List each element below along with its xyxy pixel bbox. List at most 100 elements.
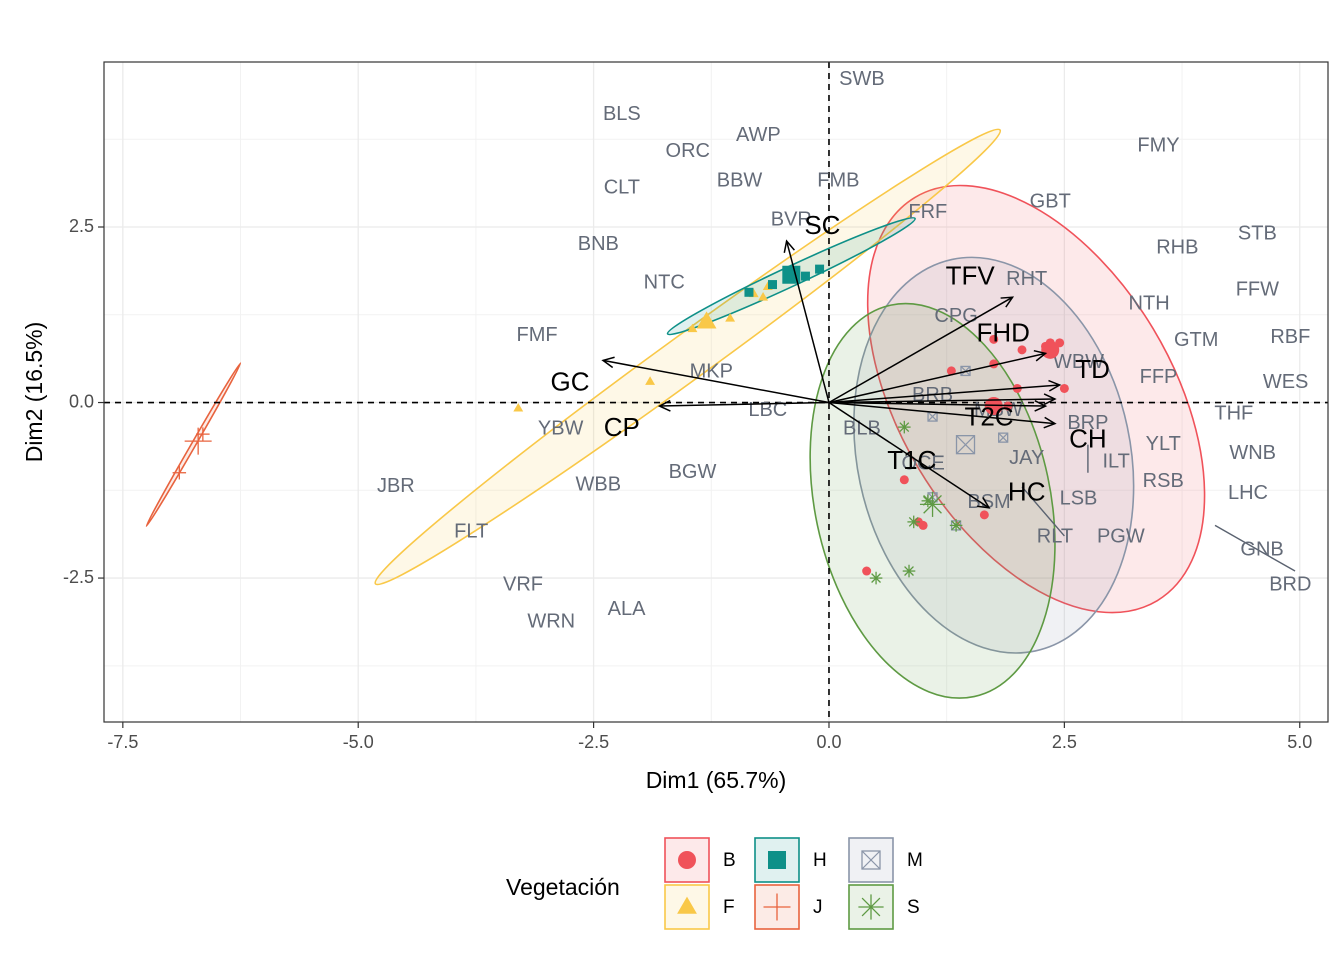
legend-label: F bbox=[723, 897, 735, 918]
variable-arrow bbox=[785, 240, 830, 403]
point-B bbox=[984, 397, 1003, 416]
legend-key bbox=[754, 884, 800, 930]
variable-arrow bbox=[602, 359, 830, 404]
arrow-head bbox=[601, 356, 615, 369]
point-S bbox=[949, 519, 963, 532]
observation-label: AWP bbox=[736, 124, 781, 146]
x-axis-label: Dim1 (65.7%) bbox=[646, 767, 787, 793]
variable-arrow bbox=[659, 401, 830, 407]
observation-label: RSB bbox=[1143, 470, 1184, 492]
point-J bbox=[184, 427, 212, 455]
point-S bbox=[907, 515, 921, 529]
observation-label: JBR bbox=[377, 475, 415, 497]
variable-label: TD bbox=[1075, 354, 1110, 384]
gridlines bbox=[104, 62, 1328, 722]
variable-label: GC bbox=[551, 366, 590, 396]
point-B bbox=[946, 366, 956, 376]
legend-label: M bbox=[907, 850, 923, 871]
legend-item-H: H bbox=[754, 837, 827, 883]
point-J bbox=[172, 465, 187, 480]
point-S bbox=[919, 491, 946, 517]
point-B bbox=[918, 520, 928, 530]
variable-label: SC bbox=[804, 210, 840, 240]
legend-marker-M bbox=[861, 850, 881, 870]
observation-label: GNB bbox=[1240, 538, 1283, 560]
observation-label: LHC bbox=[1228, 482, 1268, 504]
x-tick-label: 0.0 bbox=[816, 732, 841, 752]
observation-label: WBB bbox=[576, 474, 622, 496]
observation-label: FMB bbox=[817, 170, 859, 192]
observation-label: ALA bbox=[608, 598, 646, 620]
observation-label: PGW bbox=[1097, 526, 1145, 548]
point-F bbox=[696, 311, 717, 329]
point-M bbox=[955, 435, 976, 455]
point-F bbox=[645, 376, 656, 385]
observation-label: BVR bbox=[771, 208, 812, 230]
legend-item-B: B bbox=[664, 837, 736, 883]
point-F bbox=[513, 402, 524, 412]
observation-label: RBF bbox=[1270, 326, 1310, 348]
ellipse-M bbox=[853, 256, 1135, 654]
variable-label: TFV bbox=[946, 260, 996, 290]
observation-label: ILT bbox=[1102, 450, 1129, 472]
observation-label: FMF bbox=[517, 324, 558, 346]
observation-label: FMY bbox=[1137, 135, 1179, 157]
observation-label: WES bbox=[1263, 371, 1309, 393]
arrow-head bbox=[1033, 349, 1048, 362]
point-H bbox=[815, 264, 825, 274]
legend-item-M: M bbox=[848, 837, 923, 883]
observation-label: YLT bbox=[1146, 433, 1181, 455]
observation-label: GBT bbox=[1030, 191, 1071, 213]
arrow-head bbox=[1048, 379, 1062, 392]
variable-arrow bbox=[828, 296, 1013, 404]
y-axis-label: Dim2 (16.5%) bbox=[21, 322, 47, 463]
point-H bbox=[767, 280, 777, 290]
variable-arrow bbox=[828, 401, 1056, 425]
arrow-head bbox=[1000, 296, 1015, 308]
arrow-head bbox=[1043, 416, 1057, 429]
observation-label: RHT bbox=[1006, 268, 1047, 290]
point-H bbox=[782, 265, 801, 284]
point-S bbox=[898, 420, 911, 434]
variable-label: CP bbox=[604, 412, 640, 442]
label-segments bbox=[1021, 444, 1296, 572]
variable-arrow bbox=[828, 384, 1060, 404]
observation-label: MKP bbox=[690, 361, 733, 383]
observation-label: BNB bbox=[578, 233, 619, 255]
observation-label: WRN bbox=[527, 611, 575, 633]
x-tick-label: -5.0 bbox=[343, 732, 374, 752]
variable-label: T1C bbox=[887, 445, 936, 475]
x-tick-label: 2.5 bbox=[1052, 732, 1077, 752]
observation-label: RHB bbox=[1156, 236, 1198, 258]
observation-label: FFW bbox=[1236, 278, 1279, 300]
point-M bbox=[998, 432, 1009, 443]
legend-title: Vegetación bbox=[506, 874, 620, 900]
point-B bbox=[1041, 340, 1060, 359]
point-S bbox=[902, 564, 916, 578]
ellipse-F bbox=[374, 128, 1002, 586]
observation-label: GTM bbox=[1174, 329, 1218, 351]
point-B bbox=[989, 334, 999, 344]
arrow-head bbox=[1034, 399, 1048, 412]
observation-label: LSB bbox=[1060, 488, 1098, 510]
observation-label: THF bbox=[1214, 403, 1253, 425]
label-segment bbox=[1021, 486, 1065, 537]
observation-label: FLT bbox=[454, 521, 488, 543]
arrow-head bbox=[977, 497, 991, 509]
observation-label: BRP bbox=[1067, 412, 1108, 434]
x-tick-label: -2.5 bbox=[578, 732, 609, 752]
legend-item-S: S bbox=[848, 884, 920, 930]
point-B bbox=[862, 566, 872, 576]
x-tick-label: 5.0 bbox=[1287, 732, 1312, 752]
variable-arrow bbox=[828, 352, 1046, 404]
ellipse-J bbox=[145, 362, 242, 528]
observation-label: JAY bbox=[1009, 447, 1044, 469]
observation-label: CLT bbox=[604, 177, 640, 199]
variable-label: CH bbox=[1069, 423, 1107, 453]
legend-label: J bbox=[813, 897, 823, 918]
observation-label: ORC bbox=[666, 140, 710, 162]
observation-label: BLS bbox=[603, 103, 641, 125]
variable-label: T2C bbox=[964, 402, 1013, 432]
variable-label: FHD bbox=[976, 317, 1029, 347]
